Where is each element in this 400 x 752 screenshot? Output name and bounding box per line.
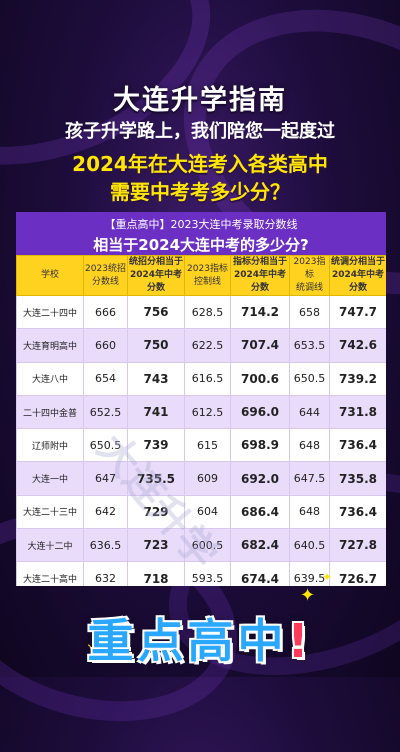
score-cell: 612.5 — [184, 394, 231, 430]
score-cell: 707.4 — [230, 328, 290, 363]
score-table: 学校 2023统招 分数线 统招分相当于 2024年中考分数 2023指标 控制线 指标分相当… — [16, 255, 386, 586]
score-cell: 698.9 — [230, 428, 290, 463]
score-cell: 648 — [289, 428, 330, 463]
score-cell: 692.0 — [230, 461, 290, 496]
score-cell: 600.5 — [184, 528, 231, 563]
score-cell: 735.5 — [127, 461, 185, 496]
score-cell: 609 — [184, 461, 231, 496]
school-name-cell: 大连一中 — [16, 461, 84, 496]
score-cell: 653.5 — [289, 328, 330, 363]
score-cell: 742.6 — [329, 328, 386, 363]
score-cell: 682.4 — [230, 528, 290, 563]
score-table-card: 【重点高中】2023大连中考录取分数线 相当于2024大连中考的多少分? 学校 2… — [16, 212, 386, 586]
score-cell: 660 — [83, 328, 128, 363]
score-cell: 747.7 — [329, 294, 386, 330]
table-row: 大连二十三中 642 729 604 686.4 648 736.4 — [16, 494, 386, 530]
score-cell: 593.5 — [184, 561, 231, 586]
column-header: 统招分相当于 2024年中考分数 — [127, 255, 185, 296]
score-cell: 632 — [83, 561, 128, 586]
table-row: 大连育明高中 660 750 622.5 707.4 653.5 742.6 — [16, 328, 386, 363]
score-cell: 648 — [289, 494, 330, 530]
headline-line-1: 2024年在大连考入各类高中 — [72, 152, 328, 176]
score-cell: 736.4 — [329, 494, 386, 530]
score-cell: 640.5 — [289, 528, 330, 563]
sparkle-icon: ✦ — [322, 570, 333, 584]
score-cell: 650.5 — [83, 428, 128, 463]
score-cell: 650.5 — [289, 361, 330, 396]
score-cell: 654 — [83, 361, 128, 396]
school-name-cell: 辽师附中 — [16, 428, 84, 463]
score-cell: 636.5 — [83, 528, 128, 563]
score-cell: 700.6 — [230, 361, 290, 396]
column-header: 统调分相当于 2024年中考分数 — [329, 255, 386, 296]
score-cell: 714.2 — [230, 294, 290, 330]
score-cell: 723 — [127, 528, 185, 563]
score-cell: 642 — [83, 494, 128, 530]
table-row: 大连十二中 636.5 723 600.5 682.4 640.5 727.8 — [16, 528, 386, 563]
score-cell: 647 — [83, 461, 128, 496]
page-title: 大连升学指南 — [113, 85, 287, 116]
score-cell: 652.5 — [83, 394, 128, 430]
table-row: 大连八中 654 743 616.5 700.6 650.5 739.2 — [16, 361, 386, 396]
bottom-banner-text: 重点高中 — [87, 614, 288, 668]
column-header: 学校 — [16, 255, 84, 296]
column-header: 指标分相当于 2024年中考分数 — [230, 255, 290, 296]
score-cell: 616.5 — [184, 361, 231, 396]
score-cell: 647.5 — [289, 461, 330, 496]
headline-line-2: 需要中考考多少分？ — [110, 180, 290, 204]
score-cell: 729 — [127, 494, 185, 530]
score-cell: 674.4 — [230, 561, 290, 586]
bottom-banner: 重点高中! — [0, 605, 400, 671]
score-cell: 741 — [127, 394, 185, 430]
table-body: 大连二十四中 666 756 628.5 714.2 658 747.7 大连育明高中 660 7… — [16, 294, 386, 586]
card-title: 相当于2024大连中考的多少分? — [93, 236, 309, 254]
swirl-icon: 〰 — [88, 636, 108, 660]
column-header: 2023统招 分数线 — [83, 255, 128, 296]
table-row: 辽师附中 650.5 739 615 698.9 648 736.4 — [16, 428, 386, 463]
score-cell: 658 — [289, 294, 330, 330]
table-row: 大连一中 647 735.5 609 692.0 647.5 735.8 — [16, 461, 386, 496]
school-name-cell: 大连二十高中 — [16, 561, 84, 586]
score-cell: 628.5 — [184, 294, 231, 330]
score-cell: 727.8 — [329, 528, 386, 563]
score-cell: 743 — [127, 361, 185, 396]
score-cell: 615 — [184, 428, 231, 463]
school-name-cell: 大连二十三中 — [16, 494, 84, 530]
school-name-cell: 大连二十四中 — [16, 294, 84, 330]
school-name-cell: 大连八中 — [16, 361, 84, 396]
column-header: 2023指标 统调线 — [289, 255, 330, 296]
card-header: 【重点高中】2023大连中考录取分数线 相当于2024大连中考的多少分? — [16, 212, 386, 255]
score-cell: 686.4 — [230, 494, 290, 530]
score-cell: 739.2 — [329, 361, 386, 396]
table-row: 大连二十四中 666 756 628.5 714.2 658 747.7 — [16, 294, 386, 330]
table-header-row: 学校 2023统招 分数线 统招分相当于 2024年中考分数 2023指标 控制线 指标分相当… — [16, 255, 386, 296]
school-name-cell: 二十四中金普 — [16, 394, 84, 430]
score-cell: 639.5 — [289, 561, 330, 586]
table-row: 二十四中金普 652.5 741 612.5 696.0 644 731.8 — [16, 394, 386, 430]
score-cell: 644 — [289, 394, 330, 430]
table-row: 大连二十高中 632 718 593.5 674.4 639.5 726.7 — [16, 561, 386, 586]
score-cell: 622.5 — [184, 328, 231, 363]
column-header: 2023指标 控制线 — [184, 255, 231, 296]
school-name-cell: 大连十二中 — [16, 528, 84, 563]
score-cell: 726.7 — [329, 561, 386, 586]
exclamation-mark: ! — [287, 614, 313, 668]
card-tag: 【重点高中】2023大连中考录取分数线 — [104, 218, 298, 231]
score-cell: 666 — [83, 294, 128, 330]
score-cell: 731.8 — [329, 394, 386, 430]
score-cell: 718 — [127, 561, 185, 586]
sparkle-icon: ✦ — [300, 585, 316, 606]
page-subtitle: 孩子升学路上，我们陪您一起度过 — [65, 121, 335, 142]
school-name-cell: 大连育明高中 — [16, 328, 84, 363]
score-cell: 696.0 — [230, 394, 290, 430]
score-cell: 736.4 — [329, 428, 386, 463]
score-cell: 604 — [184, 494, 231, 530]
score-cell: 750 — [127, 328, 185, 363]
score-cell: 735.8 — [329, 461, 386, 496]
score-cell: 739 — [127, 428, 185, 463]
score-cell: 756 — [127, 294, 185, 330]
